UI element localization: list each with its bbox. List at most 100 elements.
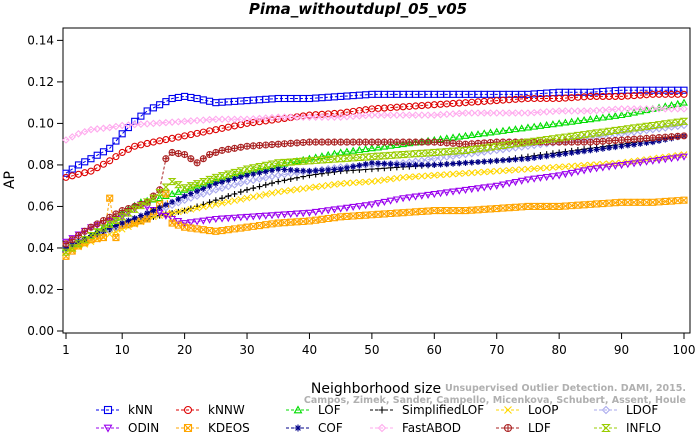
- data-point: [273, 159, 283, 167]
- data-point: [561, 133, 570, 141]
- data-point: [236, 214, 245, 222]
- data-point: [499, 167, 507, 175]
- data-point: [112, 137, 120, 145]
- data-point: [668, 133, 675, 140]
- data-point: [367, 153, 377, 161]
- data-point: [187, 155, 195, 163]
- data-point: [430, 111, 439, 119]
- data-point: [68, 165, 76, 173]
- data-point: [649, 198, 657, 206]
- data-point: [574, 162, 582, 170]
- data-point: [130, 205, 139, 213]
- data-point: [623, 161, 632, 169]
- data-point: [356, 139, 363, 146]
- data-point: [149, 194, 158, 202]
- data-point: [648, 157, 657, 165]
- data-point: [93, 125, 101, 133]
- data-point: [623, 109, 632, 117]
- chart-title: Pima_withoutdupl_05_v05: [249, 0, 467, 18]
- data-point: [187, 194, 195, 202]
- data-point: [512, 166, 519, 174]
- data-point: [68, 236, 76, 244]
- data-point: [437, 139, 444, 146]
- data-point: [306, 168, 313, 175]
- data-point: [225, 177, 232, 184]
- data-point: [503, 423, 513, 433]
- data-point: [405, 194, 414, 202]
- data-point: [269, 167, 275, 174]
- data-point: [324, 181, 332, 189]
- data-point: [293, 157, 301, 165]
- data-point: [343, 112, 351, 121]
- data-point: [112, 222, 119, 229]
- data-point: [256, 192, 263, 200]
- data-point: [86, 231, 96, 240]
- data-point: [180, 184, 189, 192]
- data-point: [275, 166, 282, 173]
- x-tick-label: 20: [177, 343, 192, 357]
- data-point: [511, 140, 520, 148]
- data-point: [183, 423, 193, 433]
- data-point: [231, 145, 238, 152]
- data-point: [605, 112, 614, 120]
- data-point: [106, 157, 114, 165]
- data-point: [593, 161, 600, 168]
- data-point: [74, 231, 83, 240]
- data-point: [256, 142, 263, 149]
- legend-label: kNNW: [208, 403, 245, 417]
- data-point: [549, 107, 557, 116]
- data-point: [224, 182, 233, 191]
- data-point: [599, 138, 606, 145]
- data-point: [568, 162, 576, 170]
- data-point: [299, 185, 307, 192]
- data-point: [498, 141, 508, 149]
- data-point: [381, 139, 388, 146]
- data-point: [336, 205, 345, 213]
- y-tick-label: 0.00: [27, 324, 54, 338]
- data-point: [330, 206, 339, 214]
- data-point: [231, 197, 238, 205]
- data-point: [387, 161, 394, 168]
- data-point: [168, 118, 176, 126]
- data-point: [630, 160, 638, 168]
- data-point: [673, 118, 683, 126]
- data-point: [480, 184, 489, 192]
- data-point: [430, 154, 439, 163]
- data-point: [269, 180, 275, 187]
- data-point: [292, 158, 302, 166]
- data-point: [455, 187, 464, 195]
- data-point: [150, 207, 157, 214]
- axes: 1 10 20 30 40 50 60 70 80 90 100 0.00 0.02 0.04 0.06 0.…: [27, 33, 695, 357]
- data-point: [630, 108, 638, 116]
- data-point: [392, 151, 402, 159]
- data-point: [424, 207, 432, 215]
- data-point: [103, 424, 113, 433]
- data-point: [373, 152, 383, 160]
- data-point: [244, 172, 251, 179]
- data-point: [249, 115, 258, 123]
- data-point: [486, 128, 495, 136]
- legend-label: COF: [318, 421, 343, 434]
- data-point: [211, 215, 220, 224]
- data-point: [587, 139, 594, 146]
- data-point: [567, 169, 576, 177]
- data-point: [548, 173, 557, 181]
- data-point: [249, 213, 258, 221]
- data-point: [499, 157, 506, 164]
- x-axis-label: Neighborhood size: [311, 381, 441, 397]
- data-point: [680, 86, 688, 94]
- data-point: [424, 191, 432, 199]
- data-point: [68, 172, 76, 180]
- data-point: [306, 184, 313, 192]
- data-point: [180, 196, 189, 204]
- data-point: [598, 164, 607, 172]
- data-point: [268, 220, 276, 228]
- data-point: [192, 180, 202, 188]
- series-fastabod: [62, 105, 688, 144]
- data-point: [81, 227, 89, 235]
- data-point: [493, 167, 501, 175]
- data-point: [286, 113, 295, 121]
- data-point: [117, 213, 127, 221]
- data-point: [193, 159, 201, 167]
- data-point: [524, 165, 532, 173]
